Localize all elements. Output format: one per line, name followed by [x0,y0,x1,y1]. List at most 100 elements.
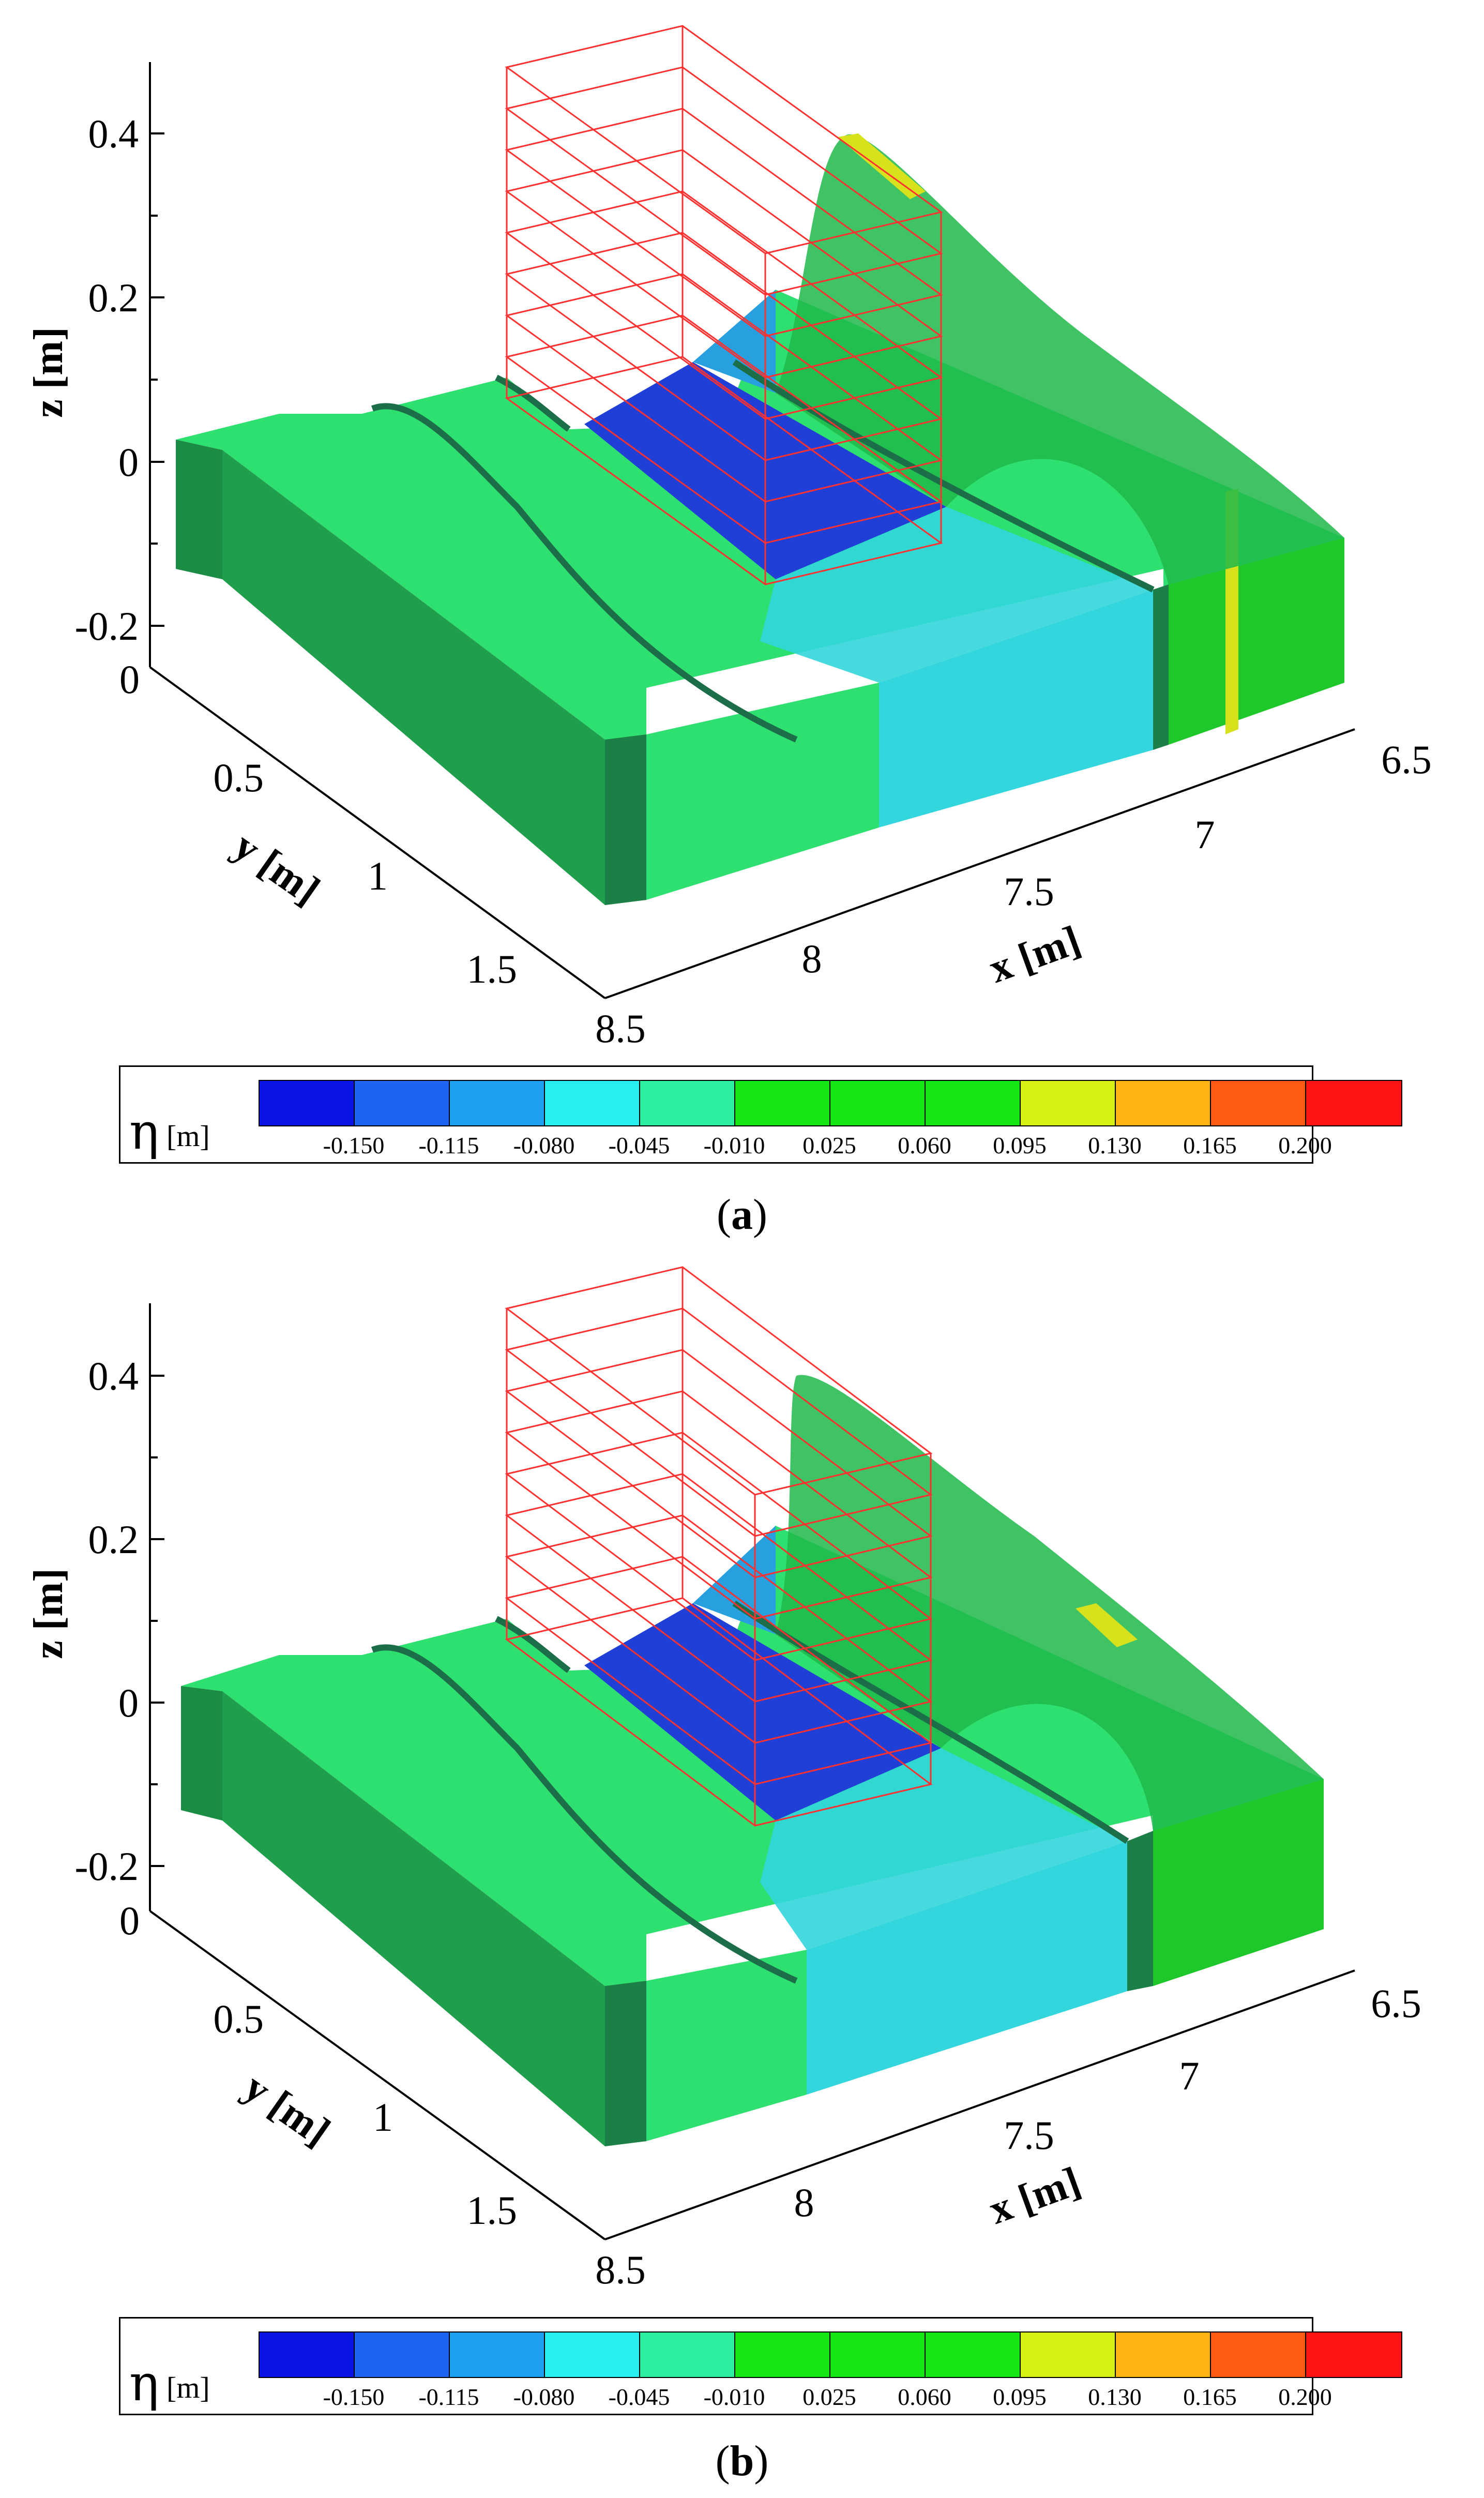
legend-unit: [m] [166,1119,210,1153]
legend-swatch [450,2333,545,2377]
legend-swatch [1306,2333,1401,2377]
z-tick-label: 0.2 [88,275,139,320]
x-tick-label: 6.5 [1381,737,1432,782]
z-axis-title: z [m] [26,327,71,417]
caption-letter: b [730,2437,754,2485]
x-axis-title: x [m] [983,2158,1086,2233]
legend-swatch [640,1081,735,1125]
panel-a: 0.4 0.2 0 -0.2 z [m] 0 0.5 1 1.5 y [m] 8… [26,25,1432,1239]
z-tick-label: 0.4 [88,1353,139,1398]
legend-swatch [545,1081,640,1125]
terrain-side-front [222,1691,605,2146]
legend-tick: -0.115 [418,2384,479,2410]
color-legend: η [m] -0.150 -0.115 -0.080 -0.045 -0.010… [119,1065,1402,1164]
legend-swatch [1306,1081,1401,1125]
legend-tick: -0.080 [513,2384,575,2410]
z-axis-ticks [150,132,164,627]
axes-frame [149,1303,1355,2240]
y-tick-label: 1 [368,853,388,898]
y-axis-line [149,1910,606,2240]
legend-tick: 0.165 [1183,2384,1237,2410]
separation-line-1 [371,403,798,743]
legend-swatch [640,2333,735,2377]
cyan-region [760,507,1153,683]
terrain-cut-slit-2 [1127,1831,1153,1991]
z-tick-label: 0 [118,440,139,485]
3d-surface-plot-a: 0.4 0.2 0 -0.2 z [m] 0 0.5 1 1.5 y [m] 8… [26,25,1432,1051]
panel-caption: (a) [717,1191,767,1239]
x-axis-line [604,1969,1355,2240]
legend-tick: 0.060 [898,2384,951,2410]
structure-grid [505,25,943,585]
legend-symbol: η [129,1103,159,1161]
legend-swatch [830,1081,926,1125]
terrain-front-green [646,1950,807,2141]
legend-tick: 0.060 [898,1132,951,1158]
legend-swatch [830,2333,926,2377]
y-tick-label: 1.5 [467,946,518,991]
terrain-front-right [1169,538,1344,745]
color-legend: η [m] -0.150 -0.115 -0.080 -0.045 -0.010… [119,2317,1402,2415]
x-tick-label: 8 [802,936,822,981]
x-tick-label: 7 [1179,2053,1200,2098]
legend-tick: 0.200 [1278,2384,1332,2410]
legend-tick: 0.130 [1088,2384,1142,2410]
legend-swatch [355,1081,450,1125]
legend-unit: [m] [166,2371,210,2404]
legend-swatch [545,2333,640,2377]
terrain-block [181,1375,1324,2146]
legend-tick-labels: -0.150 -0.115 -0.080 -0.045 -0.010 0.025… [259,2383,1401,2410]
caption-letter: a [731,1191,753,1239]
panel-caption: (b) [715,2437,769,2485]
ridge-yellow-crest [838,133,926,199]
legend-tick: -0.045 [608,2384,670,2410]
legend-swatch [926,2333,1021,2377]
x-tick-label: 7.5 [1004,2113,1054,2158]
legend-swatch [260,1081,355,1125]
legend-swatch [735,2333,830,2377]
x-tick-label: 7 [1195,812,1215,857]
scour-hole [584,1603,941,1820]
x-tick-label: 8.5 [595,2247,646,2292]
terrain-cut-slit [605,1981,646,2146]
legend-tick: -0.150 [323,1132,385,1158]
legend-tick: 0.200 [1278,1132,1332,1158]
legend-color-bar [259,2331,1402,2378]
terrain-front-cyan [807,1841,1127,2095]
legend-tick: -0.045 [608,1132,670,1158]
legend-swatch [450,1081,545,1125]
x-tick-label: 8 [794,2180,814,2225]
legend-swatch [1116,2333,1211,2377]
legend-tick: 0.165 [1183,1132,1237,1158]
legend-color-bar [259,1080,1402,1126]
z-axis-ticks [150,1375,164,1867]
terrain-side-front [222,450,605,905]
y-axis-title: y [m] [236,2064,338,2155]
legend-swatch [1021,2333,1116,2377]
legend-swatch [1116,1081,1211,1125]
legend-tick: -0.080 [513,1132,575,1158]
z-tick-label: 0.2 [88,1517,139,1562]
legend-tick: -0.115 [418,1132,479,1158]
legend-tick: 0.095 [993,2384,1047,2410]
legend-swatch [1021,1081,1116,1125]
z-tick-label: -0.2 [75,604,139,649]
legend-tick: -0.010 [703,2384,765,2410]
legend-swatch [1211,1081,1306,1125]
z-tick-label: -0.2 [75,1844,139,1889]
legend-tick: -0.010 [703,1132,765,1158]
terrain-cut-slit-2 [1153,584,1169,750]
structure-grid [505,1266,933,1827]
y-tick-label: 1.5 [467,2188,518,2233]
terrain-side-left [176,440,222,579]
legend-tick: 0.095 [993,1132,1047,1158]
terrain-cut-slit [605,734,646,905]
terrain-front-cyan [879,590,1153,827]
terrain-side-left [181,1686,222,1820]
legend-tick: 0.025 [802,2384,856,2410]
separation-line-3 [732,359,1155,593]
terrain-front-green [646,683,879,900]
3d-surface-plot-b: 0.4 0.2 0 -0.2 z [m] 0 0.5 1 1.5 y [m] 8… [26,1266,1421,2292]
terrain-front-right [1153,1779,1324,1986]
legend-tick: 0.025 [802,1132,856,1158]
